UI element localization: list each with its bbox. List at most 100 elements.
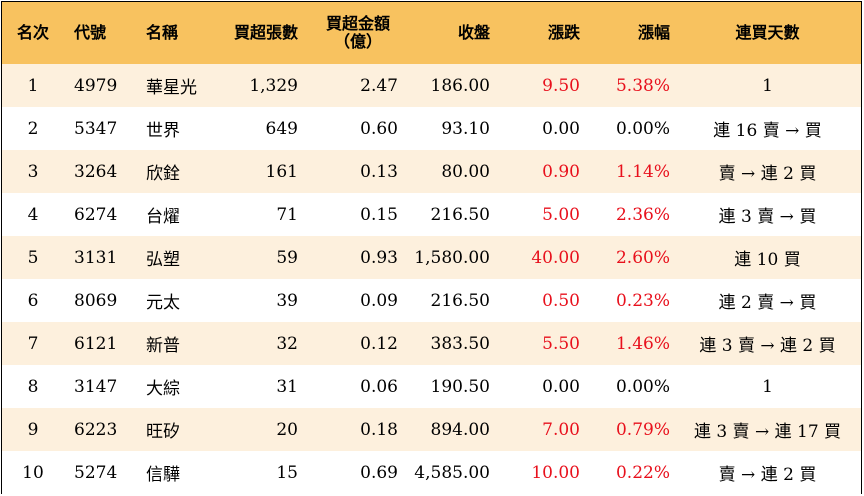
cell-name: 旺矽 [146, 422, 180, 442]
header-amount: 買超金額 （億） [304, 15, 404, 51]
cell-close: 190.50 [430, 376, 490, 397]
cell-code: 5274 [74, 462, 118, 483]
cell-change: 0.50 [542, 290, 580, 311]
cell-close: 383.50 [430, 333, 490, 354]
cell-volume: 1,329 [249, 75, 298, 96]
cell-pct: 0.22% [615, 462, 670, 483]
cell-volume: 20 [276, 419, 298, 440]
cell-pct: 5.38% [615, 75, 670, 96]
header-volume: 買超張數 [233, 23, 298, 42]
cell-name: 華星光 [146, 78, 197, 98]
cell-rank: 6 [27, 290, 39, 311]
table-row: 4 6274 台燿 71 0.15 216.50 5.00 2.36% 連 3 賣 → 買 [2, 193, 861, 236]
cell-code: 3147 [74, 376, 118, 397]
cell-volume: 71 [276, 204, 298, 225]
cell-name: 弘塑 [146, 250, 180, 270]
header-change: 漲跌 [547, 23, 580, 42]
table-row: 7 6121 新普 32 0.12 383.50 5.50 1.46% 連 3 賣 → 連 2 … [2, 322, 861, 365]
cell-name: 大綜 [146, 379, 180, 399]
cell-name: 世界 [146, 121, 180, 141]
cell-close: 80.00 [441, 161, 490, 182]
cell-pct: 0.00% [615, 118, 670, 139]
cell-pct: 0.23% [615, 290, 670, 311]
cell-close: 216.50 [430, 204, 490, 225]
cell-amount: 0.09 [360, 290, 398, 311]
table-row: 9 6223 旺矽 20 0.18 894.00 7.00 0.79% 連 3 賣 → 連 17… [2, 408, 861, 451]
header-name: 名稱 [146, 23, 179, 42]
cell-volume: 32 [276, 333, 298, 354]
cell-name: 元太 [146, 293, 180, 313]
cell-rank: 10 [22, 462, 44, 483]
cell-change: 40.00 [531, 247, 580, 268]
cell-code: 3264 [74, 161, 118, 182]
cell-code: 6121 [74, 333, 118, 354]
cell-name: 欣銓 [146, 164, 180, 184]
cell-amount: 0.06 [360, 376, 398, 397]
cell-days: 賣 → 連 2 買 [718, 164, 817, 184]
cell-close: 216.50 [430, 290, 490, 311]
cell-days: 連 3 賣 → 買 [718, 207, 817, 227]
cell-amount: 0.93 [360, 247, 398, 268]
header-days: 連買天數 [735, 23, 800, 42]
cell-amount: 0.18 [360, 419, 398, 440]
cell-pct: 2.36% [615, 204, 670, 225]
cell-change: 7.00 [542, 419, 580, 440]
cell-code: 6274 [74, 204, 118, 225]
cell-rank: 9 [27, 419, 39, 440]
cell-change: 5.50 [542, 333, 580, 354]
cell-change: 9.50 [542, 75, 580, 96]
cell-volume: 161 [265, 161, 298, 182]
cell-volume: 31 [276, 376, 298, 397]
cell-pct: 2.60% [615, 247, 670, 268]
header-amount-line2: （億） [333, 32, 382, 51]
cell-name: 新普 [146, 336, 180, 356]
cell-days: 1 [762, 75, 773, 96]
header-amount-line1: 買超金額 [325, 14, 390, 33]
cell-code: 8069 [74, 290, 118, 311]
cell-days: 1 [762, 376, 773, 397]
table-row: 10 5274 信驊 15 0.69 4,585.00 10.00 0.22% 賣 → 連 2 … [2, 451, 861, 494]
cell-amount: 0.69 [360, 462, 398, 483]
table-header: 名次 代號 名稱 買超張數 買超金額 （億） 收盤 漲跌 漲幅 連買天數 [2, 2, 861, 64]
cell-volume: 15 [276, 462, 298, 483]
cell-pct: 0.00% [615, 376, 670, 397]
table-row: 8 3147 大綜 31 0.06 190.50 0.00 0.00% 1 [2, 365, 861, 408]
header-code: 代號 [74, 23, 107, 42]
cell-change: 0.00 [542, 118, 580, 139]
cell-code: 3131 [74, 247, 118, 268]
cell-change: 10.00 [531, 462, 580, 483]
cell-change: 0.90 [542, 161, 580, 182]
header-pct: 漲幅 [637, 23, 670, 42]
cell-close: 186.00 [430, 75, 490, 96]
header-rank: 名次 [16, 23, 49, 42]
cell-amount: 0.13 [360, 161, 398, 182]
cell-code: 4979 [74, 75, 118, 96]
cell-code: 6223 [74, 419, 118, 440]
cell-change: 5.00 [542, 204, 580, 225]
header-close: 收盤 [457, 23, 490, 42]
cell-amount: 0.60 [360, 118, 398, 139]
cell-amount: 0.12 [360, 333, 398, 354]
cell-rank: 4 [27, 204, 39, 225]
cell-name: 台燿 [146, 207, 180, 227]
table-body: 1 4979 華星光 1,329 2.47 186.00 9.50 5.38% 1 2 5347 世界… [2, 64, 861, 494]
cell-amount: 2.47 [360, 75, 398, 96]
cell-volume: 59 [276, 247, 298, 268]
cell-days: 連 3 賣 → 連 2 買 [699, 336, 836, 356]
cell-rank: 3 [27, 161, 39, 182]
cell-rank: 2 [27, 118, 39, 139]
cell-days: 賣 → 連 2 買 [718, 465, 817, 485]
cell-rank: 8 [27, 376, 39, 397]
table-row: 3 3264 欣銓 161 0.13 80.00 0.90 1.14% 賣 → 連 2 買 [2, 150, 861, 193]
cell-code: 5347 [74, 118, 118, 139]
table-row: 5 3131 弘塑 59 0.93 1,580.00 40.00 2.60% 連 10 買 [2, 236, 861, 279]
cell-pct: 1.46% [615, 333, 670, 354]
cell-rank: 1 [27, 75, 39, 96]
cell-close: 894.00 [430, 419, 490, 440]
cell-volume: 39 [276, 290, 298, 311]
cell-change: 0.00 [542, 376, 580, 397]
cell-days: 連 2 賣 → 買 [718, 293, 817, 313]
cell-rank: 5 [27, 247, 39, 268]
cell-volume: 649 [265, 118, 298, 139]
